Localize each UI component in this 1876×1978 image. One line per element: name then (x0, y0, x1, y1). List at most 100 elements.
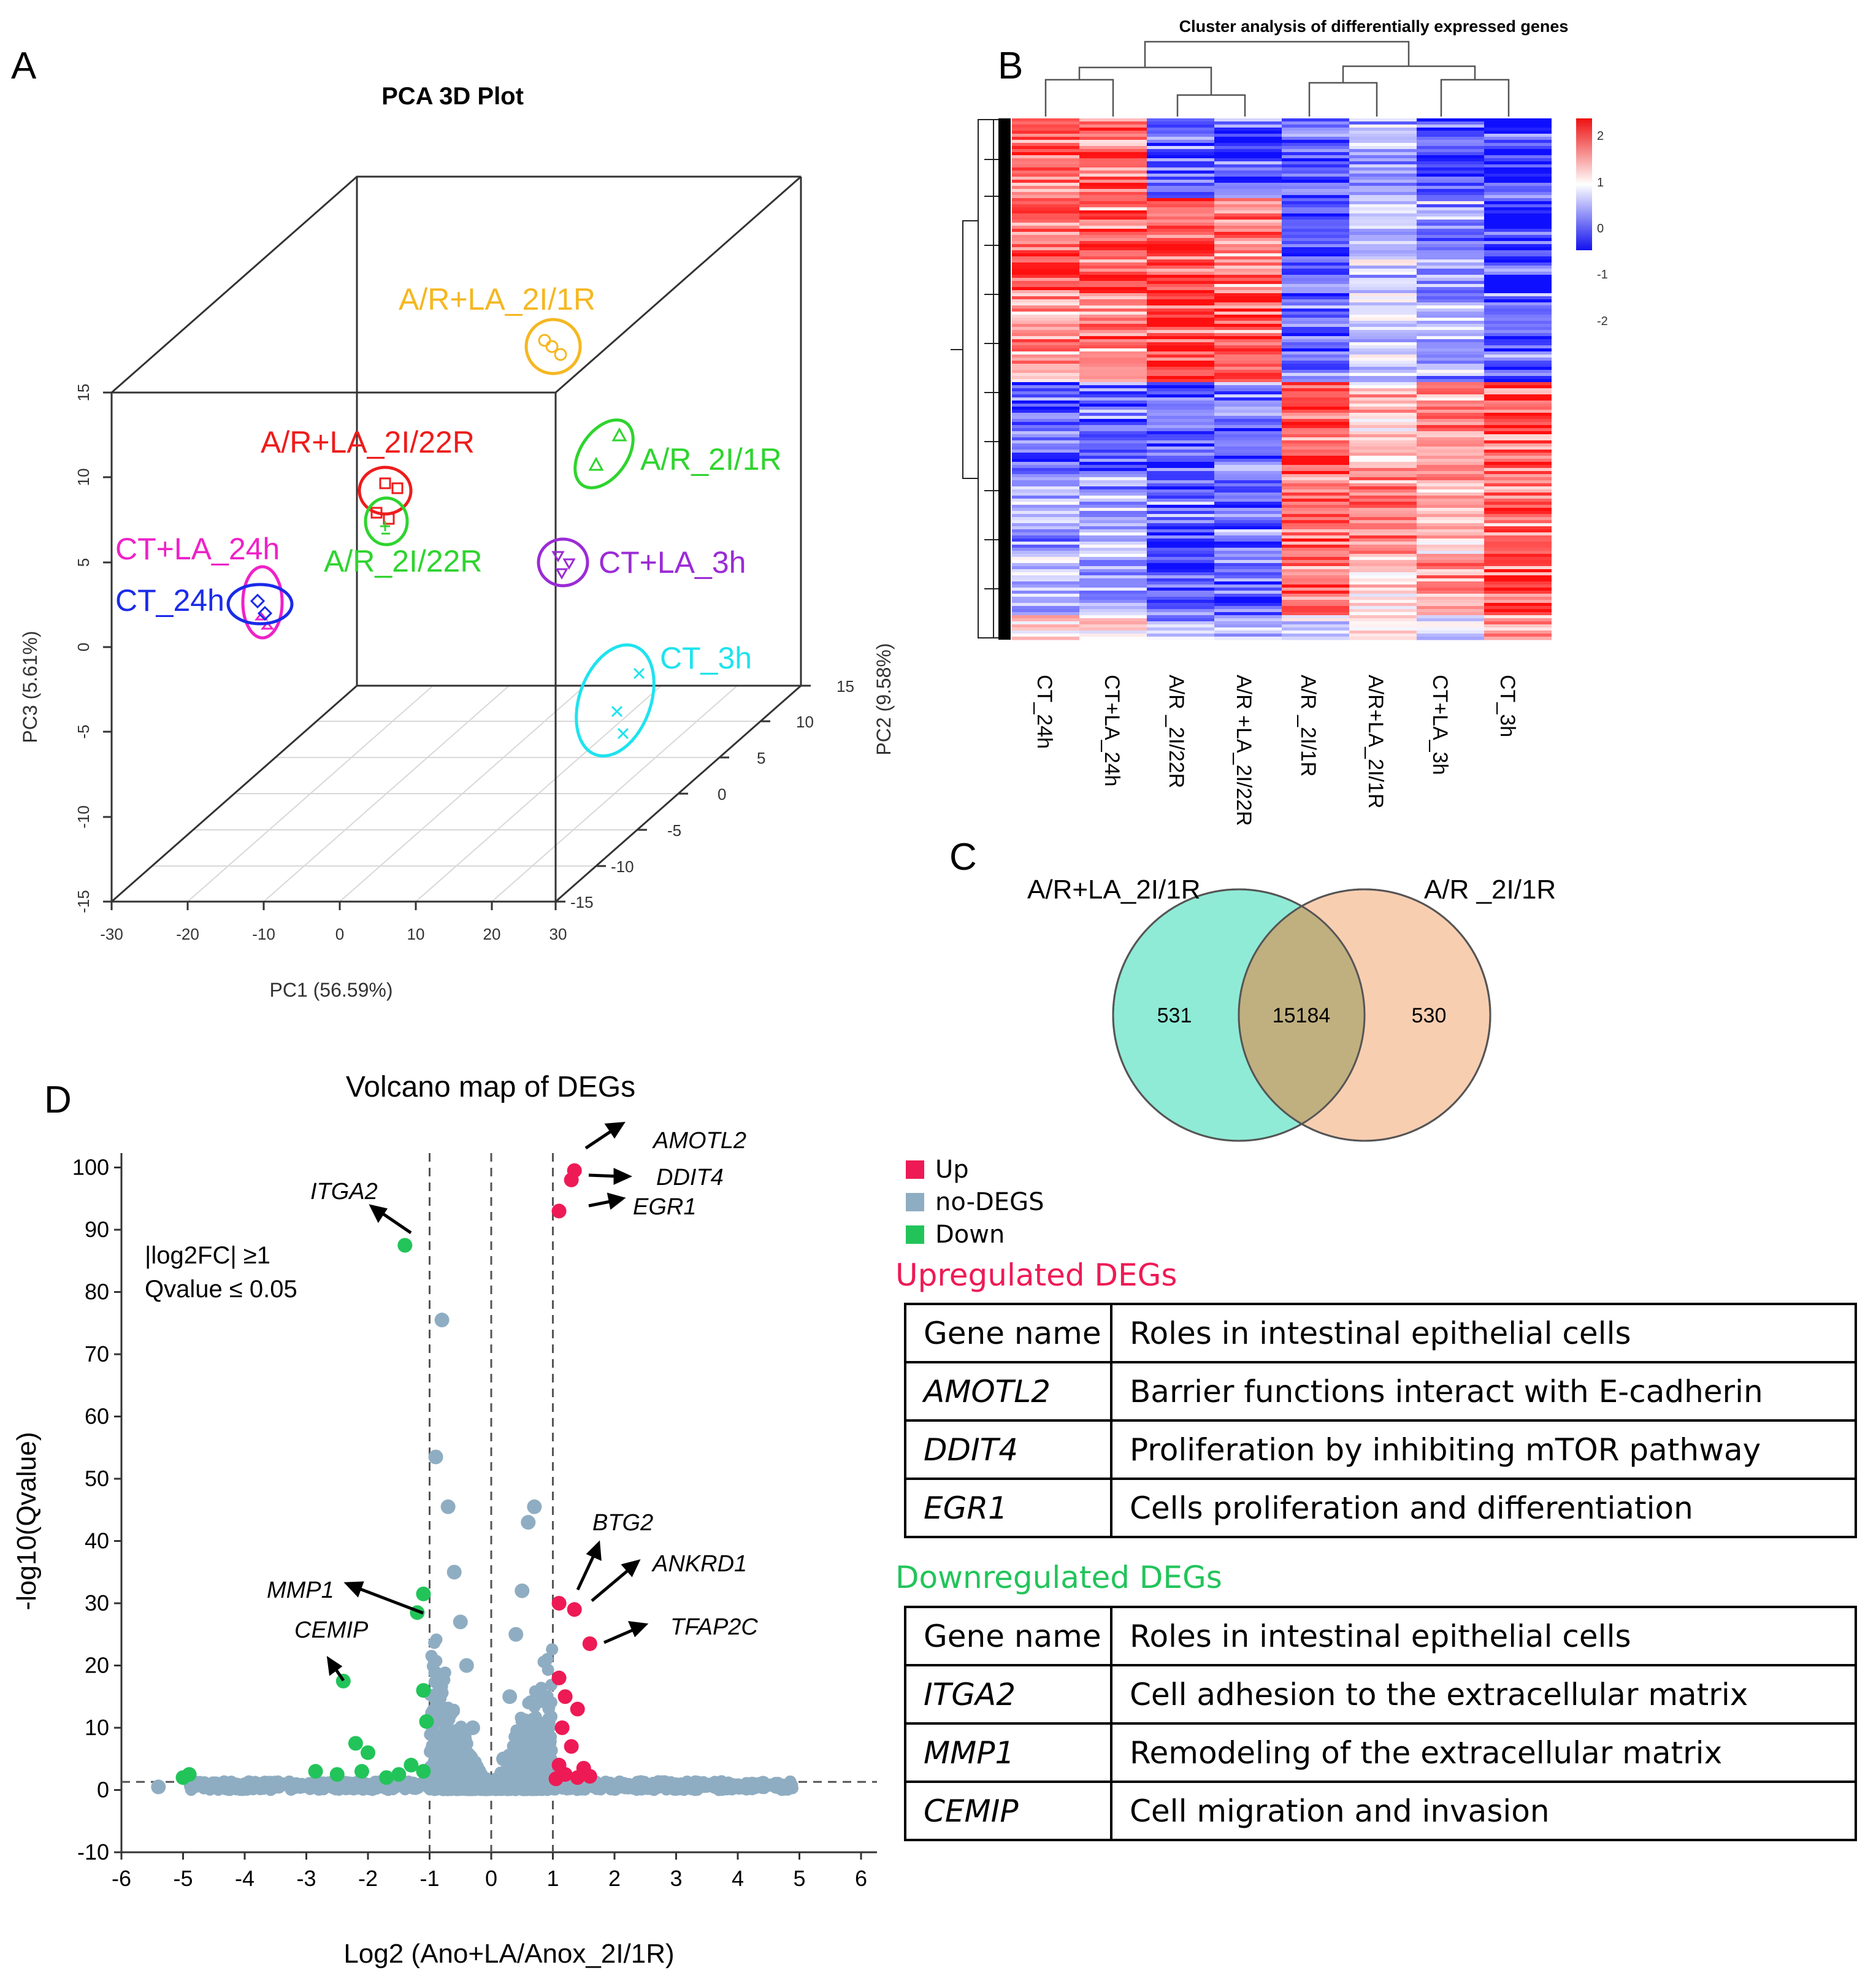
heatmap-cell (1012, 158, 1079, 162)
heatmap-cell (1349, 180, 1417, 183)
heatmap-cell (1349, 499, 1417, 502)
heatmap-cell (1147, 373, 1214, 377)
heatmap-cell (1012, 327, 1079, 331)
volcano-point-nodeg (453, 1614, 468, 1630)
heatmap-cell (1214, 477, 1282, 481)
heatmap-cell (1417, 542, 1484, 545)
heatmap-cell (1349, 336, 1417, 340)
heatmap-cell (1214, 223, 1282, 226)
heatmap-cell (1282, 505, 1349, 508)
heatmap-cell (1349, 186, 1417, 190)
heatmap-cell (1012, 615, 1079, 619)
heatmap-cell (1484, 594, 1552, 597)
heatmap-cell (1282, 348, 1349, 352)
heatmap-cell (1079, 247, 1147, 251)
heatmap-cell (1349, 312, 1417, 315)
heatmap-cell (1214, 391, 1282, 395)
heatmap-cell (1349, 554, 1417, 558)
heatmap-cell (1349, 278, 1417, 282)
heatmap-cell (1214, 250, 1282, 254)
gene-label-tfap2c: TFAP2C (670, 1614, 758, 1640)
heatmap-cell (1349, 149, 1417, 153)
heatmap-cell (1214, 572, 1282, 576)
heatmap-cell (1012, 499, 1079, 502)
heatmap-col-label: CT+LA_24h (1100, 675, 1124, 786)
heatmap-cell (1417, 554, 1484, 558)
heatmap-cell (1349, 134, 1417, 137)
heatmap-cell (1282, 631, 1349, 634)
heatmap-cell (1012, 293, 1079, 297)
heatmap-cell (1349, 238, 1417, 242)
heatmap-cell (1349, 637, 1417, 640)
heatmap-cell (1349, 296, 1417, 300)
heatmap-cell (1079, 600, 1147, 604)
heatmap-cell (1417, 134, 1484, 137)
heatmap-cell (1417, 373, 1484, 377)
heatmap-cell (1417, 364, 1484, 367)
heatmap-cell (1147, 486, 1214, 490)
heatmap-cell (1484, 177, 1552, 180)
heatmap-cell (1147, 526, 1214, 530)
heatmap-cell (1349, 232, 1417, 236)
heatmap-cell (1282, 609, 1349, 613)
heatmap-cell (1012, 385, 1079, 389)
heatmap-cell (1417, 333, 1484, 337)
heatmap-cell (1214, 161, 1282, 165)
heatmap-cell (1012, 204, 1079, 208)
pca-x-label: PC1 (56.59%) (270, 979, 393, 1001)
heatmap-cell (1012, 213, 1079, 217)
heatmap-cell (1214, 413, 1282, 416)
heatmap-cell (1417, 128, 1484, 131)
pca-x-tick: 20 (483, 925, 501, 943)
heatmap-cell (1214, 437, 1282, 441)
heatmap-cell (1147, 278, 1214, 282)
heatmap-cell (1417, 330, 1484, 334)
volcano-point-nodeg (437, 1759, 450, 1772)
heatmap-cell (1484, 419, 1552, 423)
heatmap-cell (1079, 621, 1147, 625)
heatmap-cell (1484, 158, 1552, 162)
table-row: ITGA2 Cell adhesion to the extracellular… (904, 1664, 1857, 1725)
heatmap-cell (1012, 437, 1079, 441)
heatmap-cell (1079, 483, 1147, 487)
heatmap-cell (1349, 213, 1417, 217)
heatmap-cell (1417, 575, 1484, 579)
heatmap-cell (1079, 351, 1147, 355)
heatmap-cell (1417, 462, 1484, 466)
heatmap-cell (1282, 315, 1349, 318)
pca-z-tick: 5 (74, 558, 93, 567)
pca-y-tick: -15 (570, 893, 594, 911)
heatmap-cell (1484, 517, 1552, 521)
heatmap-cell (1012, 465, 1079, 469)
heatmap-cell (1147, 612, 1214, 616)
heatmap-cell (1349, 195, 1417, 199)
heatmap-cell (1079, 548, 1147, 551)
heatmap-cell (1079, 581, 1147, 585)
heatmap-cell (1282, 244, 1349, 248)
heatmap-cell (1214, 333, 1282, 337)
heatmap-cell (1147, 263, 1214, 266)
heatmap-cell (1349, 284, 1417, 288)
pca-z-tick: -15 (74, 890, 93, 913)
heatmap-cell (1214, 511, 1282, 515)
heatmap-cell (1349, 293, 1417, 297)
heatmap-cell (1079, 302, 1147, 306)
heatmap-cell (1417, 545, 1484, 548)
heatmap-cell (1012, 131, 1079, 134)
venn-diagram: A/R+LA_2I/1R A/R _2I/1R 531 15184 530 (1027, 875, 1556, 1142)
heatmap-cell (1282, 364, 1349, 367)
heatmap-cell (1147, 440, 1214, 444)
volcano-x-tick: -4 (235, 1866, 255, 1891)
heatmap-cell (1147, 615, 1214, 619)
heatmap-cell (1214, 597, 1282, 600)
heatmap-cell (1484, 560, 1552, 564)
heatmap-cell (1349, 223, 1417, 226)
heatmap-cell (1079, 462, 1147, 466)
heatmap-cell (1349, 342, 1417, 346)
heatmap-cell (1214, 125, 1282, 128)
heatmap-cell (1012, 333, 1079, 337)
heatmap-cell (1012, 502, 1079, 505)
heatmap-cell (1079, 615, 1147, 619)
volcano-point-down (397, 1238, 413, 1253)
heatmap-cell (1079, 631, 1147, 634)
